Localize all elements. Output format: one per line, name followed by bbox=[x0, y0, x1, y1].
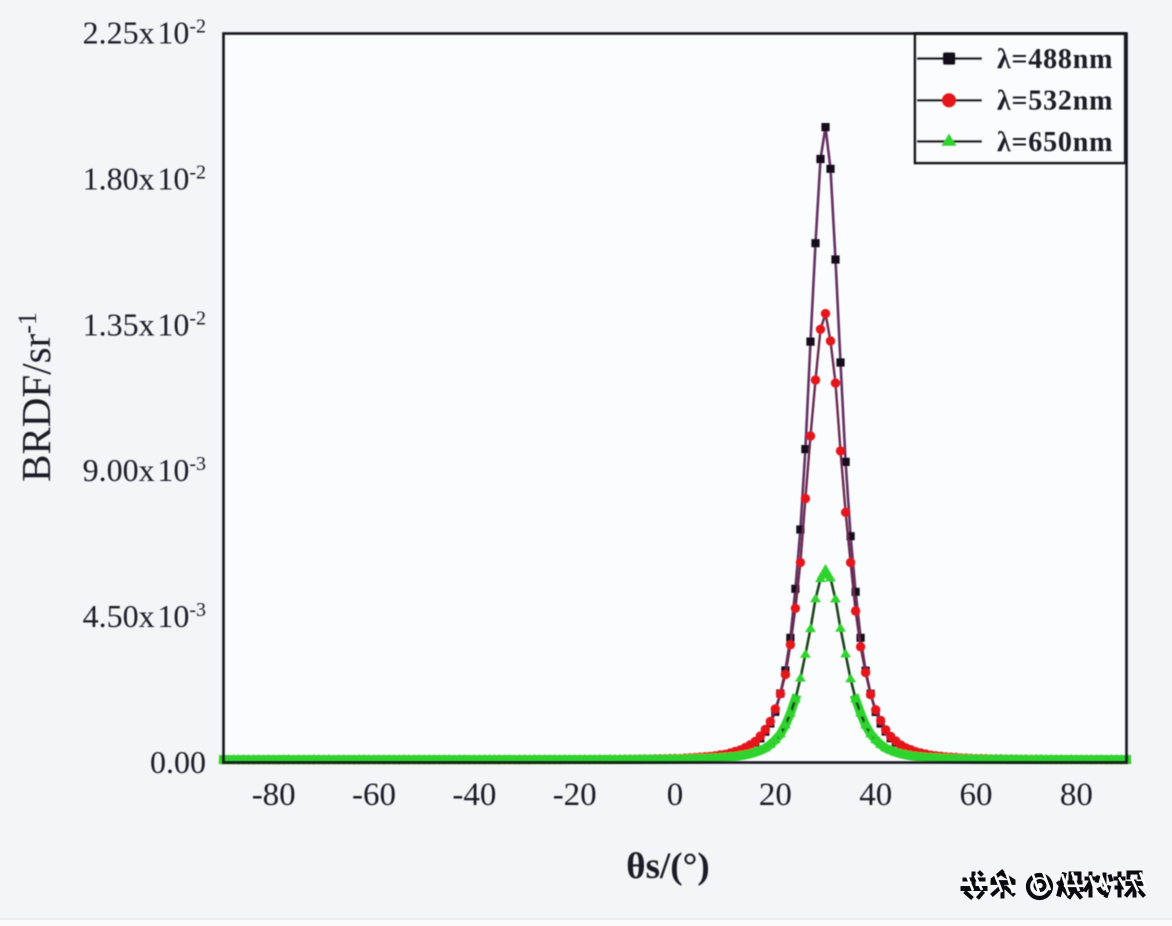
svg-text:1.35x 10-2: 1.35x 10-2 bbox=[83, 306, 206, 342]
svg-text:2.25x 10-2: 2.25x 10-2 bbox=[83, 15, 206, 51]
svg-text:0.00: 0.00 bbox=[150, 744, 206, 780]
svg-text:-20: -20 bbox=[553, 777, 597, 813]
svg-text:40: 40 bbox=[859, 777, 892, 813]
svg-text:-60: -60 bbox=[352, 777, 396, 813]
svg-text:θs/(°): θs/(°) bbox=[626, 846, 709, 887]
svg-text:-40: -40 bbox=[452, 777, 496, 813]
svg-text:λ=488nm: λ=488nm bbox=[997, 44, 1113, 75]
svg-text:9.00x 10-3: 9.00x 10-3 bbox=[83, 452, 206, 488]
svg-text:λ=650nm: λ=650nm bbox=[997, 127, 1113, 158]
svg-text:λ=532nm: λ=532nm bbox=[997, 86, 1113, 117]
svg-text:4.50x 10-3: 4.50x 10-3 bbox=[83, 598, 206, 634]
svg-text:20: 20 bbox=[759, 777, 792, 813]
svg-text:-80: -80 bbox=[252, 777, 296, 813]
svg-text:0: 0 bbox=[667, 777, 684, 813]
svg-text:BRDF/sr-1: BRDF/sr-1 bbox=[13, 312, 59, 482]
svg-text:1.80x 10-2: 1.80x 10-2 bbox=[83, 161, 206, 197]
svg-text:60: 60 bbox=[960, 777, 993, 813]
svg-text:80: 80 bbox=[1060, 777, 1093, 813]
